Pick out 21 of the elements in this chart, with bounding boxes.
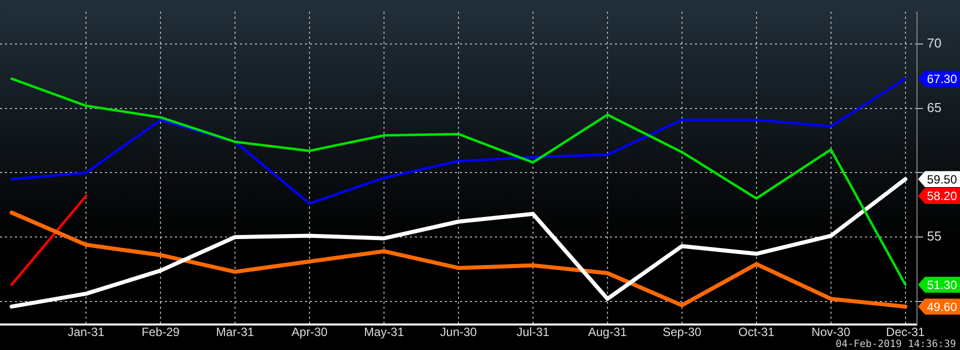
data-label: 67.30 [927, 72, 958, 86]
x-tick-label: May-31 [364, 325, 404, 340]
x-tick-label: Feb-29 [142, 325, 180, 340]
x-tick-label: Sep-30 [662, 325, 702, 340]
y-tick-label: 65 [927, 100, 942, 115]
data-label: 51.30 [927, 278, 958, 292]
x-tick-label: Jan-31 [68, 325, 105, 340]
data-label: 49.60 [927, 300, 958, 314]
text: 04-Feb-2019 14:36:39 [836, 339, 956, 350]
data-label: 59.50 [927, 172, 958, 186]
x-tick-label: Dec-31 [886, 325, 926, 340]
y-tick-label: 70 [927, 36, 942, 51]
x-tick-label: Jun-30 [440, 325, 478, 340]
x-tick-label: Oct-31 [738, 325, 775, 340]
x-tick-label: Mar-31 [216, 325, 254, 340]
x-tick-label: Nov-30 [812, 325, 851, 340]
text: 58.20 [927, 189, 958, 204]
x-tick-label: Jul-31 [516, 325, 550, 340]
x-tick-label: Aug-31 [588, 325, 628, 340]
y-tick-label: 55 [927, 228, 942, 244]
x-tick-label: Apr-30 [292, 325, 328, 340]
